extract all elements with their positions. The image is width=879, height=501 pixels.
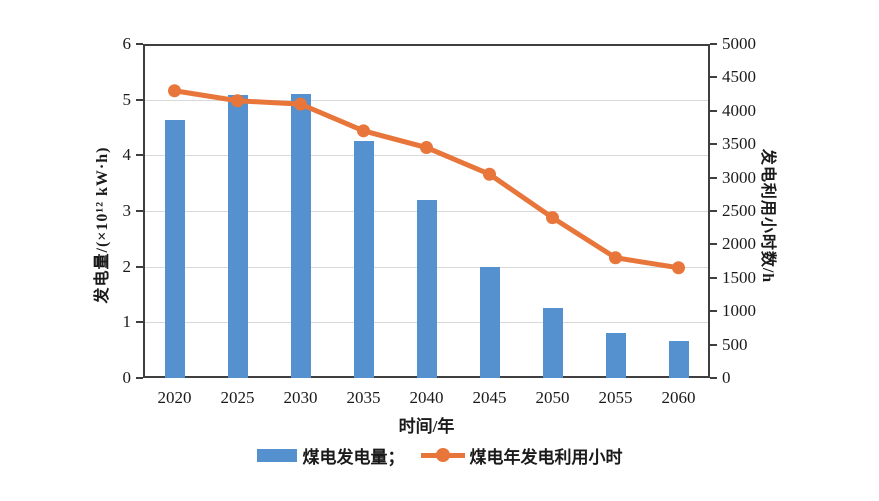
- y-right-tick-mark: [710, 76, 717, 79]
- y-right-tick-label: 3500: [722, 134, 756, 154]
- line-point-2030: [294, 97, 307, 111]
- y-left-tick-mark: [136, 98, 143, 101]
- line-point-2040: [420, 141, 433, 155]
- x-tick-label: 2055: [598, 388, 633, 407]
- y-left-tick-mark: [136, 377, 143, 379]
- y-right-tick-label: 2000: [722, 234, 756, 254]
- y-right-tick-label: 500: [722, 334, 748, 354]
- bar-2050: [542, 308, 563, 378]
- y-right-tick-label: 4500: [722, 67, 756, 87]
- x-tick-label: 2030: [283, 388, 318, 407]
- y-right-tick-label: 1000: [722, 301, 756, 321]
- y-right-tick-label: 4000: [722, 100, 756, 120]
- y-right-tick-mark: [710, 276, 717, 279]
- y-right-tick-mark: [710, 343, 717, 346]
- y-left-tick-label: 1: [122, 312, 132, 332]
- legend-line-swatch: [420, 448, 465, 462]
- y-left-tick-label: 5: [122, 89, 132, 109]
- bar-2045: [479, 266, 500, 378]
- y-left-tick-mark: [136, 154, 143, 157]
- y-right-tick-mark: [710, 43, 717, 45]
- y-left-tick-label: 0: [122, 368, 132, 387]
- bar-2025: [227, 95, 248, 378]
- bar-2060: [668, 341, 689, 378]
- y-left-tick-label: 2: [122, 256, 132, 276]
- x-tick-label: 2020: [157, 388, 192, 407]
- y-right-tick-mark: [710, 210, 717, 212]
- x-tick-label: 2045: [472, 388, 507, 407]
- line-point-2020: [168, 84, 181, 98]
- y-right-tick-mark: [710, 243, 717, 246]
- line-point-2050: [546, 211, 559, 225]
- x-tick-label: 2035: [346, 388, 381, 407]
- line-point-2025: [231, 94, 244, 108]
- legend-bar-label: 煤电发电量；: [302, 447, 405, 467]
- y-right-tick-label: 0: [722, 368, 731, 387]
- bar-2030: [290, 94, 311, 378]
- legend-bar-swatch: [256, 448, 297, 462]
- y-left-tick-label: 3: [122, 201, 132, 220]
- line-point-2055: [609, 251, 622, 265]
- line-path: [174, 88, 679, 271]
- line-point-2060: [672, 261, 685, 275]
- y-right-tick-mark: [710, 377, 717, 379]
- y-axis-title-right: 发电利用小时数/h: [759, 148, 776, 284]
- utilization-hours-line: [168, 84, 685, 275]
- legend-line-marker: [435, 448, 450, 462]
- y-left-tick-mark: [136, 210, 143, 212]
- y-right-tick-label: 2500: [722, 201, 756, 220]
- y-right-tick-mark: [710, 109, 717, 112]
- y-right-tick-label: 5000: [722, 34, 756, 53]
- y-axis-title-left: 发电量/(×10¹² kW·h): [94, 146, 111, 304]
- h-gridline: [145, 99, 708, 101]
- y-left-tick-label: 6: [122, 34, 132, 53]
- y-right-tick-mark: [710, 310, 717, 313]
- x-tick-label: 2050: [535, 388, 570, 407]
- x-tick-label: 2060: [661, 388, 696, 407]
- x-tick-label: 2040: [409, 388, 444, 407]
- legend: 煤电发电量； 煤电年发电利用小时: [0, 443, 879, 467]
- y-left-tick-mark: [136, 265, 143, 268]
- y-right-tick-mark: [710, 143, 717, 146]
- x-tick-label: 2025: [220, 388, 255, 407]
- plot-area: [143, 44, 710, 378]
- y-left-tick-mark: [136, 321, 143, 324]
- line-point-2045: [483, 167, 496, 181]
- y-left-tick-label: 4: [122, 145, 132, 165]
- y-left-tick-mark: [136, 43, 143, 45]
- y-right-tick-label: 1500: [722, 267, 756, 287]
- bar-2040: [416, 199, 437, 378]
- bar-2020: [164, 120, 185, 378]
- legend-line-label: 煤电年发电利用小时: [469, 447, 623, 467]
- y-right-tick-mark: [710, 176, 717, 179]
- line-point-2035: [357, 124, 370, 138]
- bar-2055: [605, 332, 626, 378]
- x-axis-title: 时间/年: [398, 417, 455, 436]
- bar-2035: [353, 141, 374, 378]
- h-gridline: [145, 155, 708, 157]
- y-right-tick-label: 3000: [722, 167, 756, 187]
